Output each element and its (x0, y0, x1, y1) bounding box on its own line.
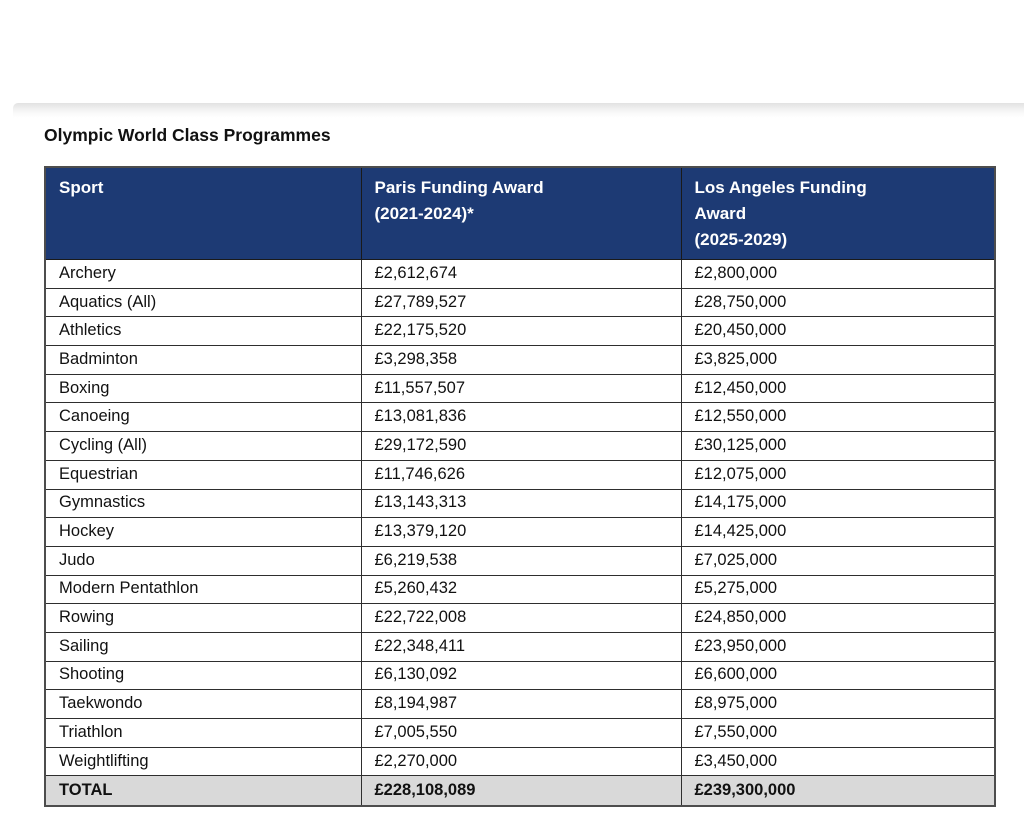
paris-award-cell: £5,260,432 (360, 574, 682, 605)
la-award-cell: £12,550,000 (680, 402, 996, 433)
paris-award-cell: £3,298,358 (360, 345, 682, 375)
paris-award-cell: £2,612,674 (360, 259, 682, 289)
sport-cell: Taekwondo (44, 689, 362, 719)
paris-award-cell: £13,081,836 (360, 402, 682, 433)
table-row: Badminton £3,298,358 £3,825,000 (44, 345, 996, 375)
sport-cell: Archery (44, 259, 362, 289)
sport-cell: Aquatics (All) (44, 287, 362, 318)
table-row: Shooting £6,130,092 £6,600,000 (44, 660, 996, 691)
la-award-cell: £30,125,000 (680, 431, 996, 461)
sport-cell: Equestrian (44, 459, 362, 490)
table-row: Gymnastics £13,143,313 £14,175,000 (44, 488, 996, 519)
la-award-cell: £14,175,000 (680, 488, 996, 519)
header-row: Sport Paris Funding Award (2021-2024)* L… (44, 166, 996, 260)
la-award-cell: £12,075,000 (680, 459, 996, 490)
page-separator (13, 103, 1024, 118)
paris-award-cell: £22,348,411 (360, 631, 682, 662)
table-row: Archery £2,612,674 £2,800,000 (44, 259, 996, 289)
sport-cell: Weightlifting (44, 746, 362, 777)
la-award-cell: £2,800,000 (680, 259, 996, 289)
sport-cell: Gymnastics (44, 488, 362, 519)
table-row: Judo £6,219,538 £7,025,000 (44, 545, 996, 576)
table-row: Weightlifting £2,270,000 £3,450,000 (44, 746, 996, 777)
funding-table: Sport Paris Funding Award (2021-2024)* L… (44, 166, 996, 807)
paris-award-cell: £22,175,520 (360, 316, 682, 347)
document-page: Olympic World Class Programmes Sport Par… (0, 118, 1024, 807)
paris-award-cell: £27,789,527 (360, 287, 682, 318)
sport-cell: Triathlon (44, 718, 362, 748)
paris-award-cell: £6,130,092 (360, 660, 682, 691)
table-row: Taekwondo £8,194,987 £8,975,000 (44, 689, 996, 719)
table-row: Canoeing £13,081,836 £12,550,000 (44, 402, 996, 433)
paris-award-cell: £7,005,550 (360, 718, 682, 748)
sport-cell: Athletics (44, 316, 362, 347)
la-award-cell: £7,025,000 (680, 545, 996, 576)
paris-award-cell: £2,270,000 (360, 746, 682, 777)
sport-cell: Judo (44, 545, 362, 576)
la-award-cell: £3,450,000 (680, 746, 996, 777)
table-row: Hockey £13,379,120 £14,425,000 (44, 517, 996, 547)
sport-cell: Canoeing (44, 402, 362, 433)
la-award-cell: £12,450,000 (680, 373, 996, 404)
table-row: Rowing £22,722,008 £24,850,000 (44, 603, 996, 633)
table-header: Sport Paris Funding Award (2021-2024)* L… (44, 166, 996, 260)
section-title: Olympic World Class Programmes (44, 125, 331, 145)
table-row: Modern Pentathlon £5,260,432 £5,275,000 (44, 574, 996, 605)
la-award-cell: £7,550,000 (680, 718, 996, 748)
la-award-cell: £20,450,000 (680, 316, 996, 347)
paris-award-cell: £13,143,313 (360, 488, 682, 519)
paris-award-cell: £22,722,008 (360, 603, 682, 633)
sport-cell: Sailing (44, 631, 362, 662)
la-award-cell: £28,750,000 (680, 287, 996, 318)
paris-award-cell: £8,194,987 (360, 689, 682, 719)
la-award-cell: £23,950,000 (680, 631, 996, 662)
sport-cell: Boxing (44, 373, 362, 404)
previous-page-bottom (0, 0, 1024, 103)
sport-cell: Cycling (All) (44, 431, 362, 461)
table-row: Sailing £22,348,411 £23,950,000 (44, 631, 996, 662)
table-row: Equestrian £11,746,626 £12,075,000 (44, 459, 996, 490)
sport-cell: Shooting (44, 660, 362, 691)
paris-award-cell: £6,219,538 (360, 545, 682, 576)
la-award-cell: £14,425,000 (680, 517, 996, 547)
la-award-cell: £5,275,000 (680, 574, 996, 605)
la-award-cell: £6,600,000 (680, 660, 996, 691)
total-row: TOTAL £228,108,089 £239,300,000 (44, 775, 996, 807)
table-row: Aquatics (All) £27,789,527 £28,750,000 (44, 287, 996, 318)
sport-cell: Modern Pentathlon (44, 574, 362, 605)
la-award-cell: £239,300,000 (680, 775, 996, 807)
column-header-paris-award: Paris Funding Award (2021-2024)* (360, 166, 682, 260)
paris-award-cell: £29,172,590 (360, 431, 682, 461)
table-row: Triathlon £7,005,550 £7,550,000 (44, 718, 996, 748)
column-header-sport: Sport (44, 166, 362, 260)
table-row: Boxing £11,557,507 £12,450,000 (44, 373, 996, 404)
sport-cell: Rowing (44, 603, 362, 633)
la-award-cell: £8,975,000 (680, 689, 996, 719)
paris-award-cell: £228,108,089 (360, 775, 682, 807)
table-body: Archery £2,612,674 £2,800,000 Aquatics (All… (44, 259, 996, 807)
paris-award-cell: £11,557,507 (360, 373, 682, 404)
table-row: Cycling (All) £29,172,590 £30,125,000 (44, 431, 996, 461)
sport-cell: Badminton (44, 345, 362, 375)
sport-cell: TOTAL (44, 775, 362, 807)
paris-award-cell: £11,746,626 (360, 459, 682, 490)
la-award-cell: £24,850,000 (680, 603, 996, 633)
paris-award-cell: £13,379,120 (360, 517, 682, 547)
table-row: Athletics £22,175,520 £20,450,000 (44, 316, 996, 347)
la-award-cell: £3,825,000 (680, 345, 996, 375)
sport-cell: Hockey (44, 517, 362, 547)
column-header-la-award: Los Angeles Funding Award (2025-2029) (680, 166, 996, 260)
